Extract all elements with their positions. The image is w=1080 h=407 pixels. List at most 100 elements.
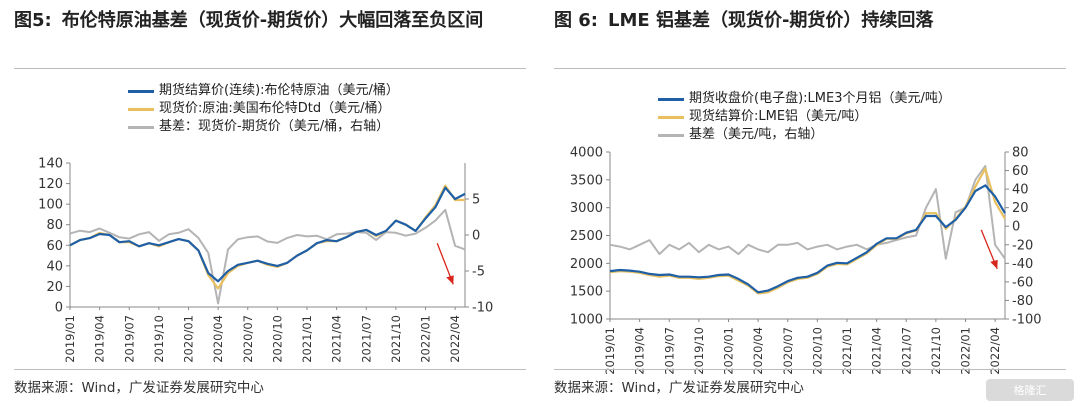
x-tick-label: 2019/07 [122, 315, 136, 363]
figure-title-text: LME 铝基差（现货价-期货价）持续回落 [608, 10, 934, 31]
y-right-tick-label: 60 [1012, 164, 1029, 179]
legend-label: 基差：现货价-期货价（美元/桶，右轴） [159, 119, 390, 134]
x-tick-label: 2022/04 [448, 315, 462, 363]
y-left-tick-label: 1500 [570, 285, 603, 300]
legend-swatch [658, 133, 684, 137]
y-right-tick-label: -60 [1012, 275, 1033, 290]
y-right-tick-label: 40 [1012, 183, 1029, 198]
y-left-tick-label: 100 [38, 198, 63, 213]
legend-label: 现货价:原油:美国布伦特Dtd（美元/桶） [159, 101, 391, 116]
y-right-tick-label: 0 [472, 229, 480, 244]
legend-swatch [128, 107, 154, 111]
x-tick-label: 2021/04 [330, 315, 344, 363]
source-divider [14, 369, 526, 370]
series-line-2 [69, 184, 465, 290]
title-divider [554, 68, 1066, 69]
y-right-tick-label: 5 [472, 193, 480, 208]
x-tick-label: 2022/01 [419, 315, 433, 363]
watermark-logo: 格隆汇 [986, 379, 1074, 401]
y-right-tick-label: -10 [472, 301, 493, 316]
chart-legend: 期货结算价(连续):布伦特原油（美元/桶） 现货价:原油:美国布伦特Dtd（美元/… [128, 82, 399, 136]
chart-panel-lme-aluminium: 图 6: LME 铝基差（现货价-期货价）持续回落 1000 1500 2000 250… [540, 0, 1080, 407]
x-tick-label: 2021/07 [899, 327, 913, 375]
x-tick-label: 2019/10 [692, 327, 706, 375]
x-tick-label: 2022/01 [959, 327, 973, 375]
annotation-arrow-head [446, 275, 454, 285]
x-tick-label: 2020/01 [182, 315, 196, 363]
chart-title: 图5: 布伦特原油基差（现货价-期货价）大幅回落至负区间 [14, 6, 524, 36]
chart-legend: 期货收盘价(电子盘):LME3个月铝（美元/吨） 现货结算价:LME铝（美元/吨）… [658, 90, 951, 144]
legend-swatch [128, 125, 154, 129]
x-tick-label: 2021/07 [359, 315, 373, 363]
x-tick-label: 2020/04 [751, 327, 765, 375]
x-tick-label: 2020/07 [781, 327, 795, 375]
y-left-tick-label: 120 [38, 177, 63, 192]
x-tick-label: 2021/01 [300, 315, 314, 363]
y-left-tick-label: 2000 [570, 257, 603, 272]
legend-item: 期货收盘价(电子盘):LME3个月铝（美元/吨） [658, 90, 951, 108]
source-divider [554, 369, 1066, 370]
chart-panel-brent: 图5: 布伦特原油基差（现货价-期货价）大幅回落至负区间 0 20 40 60 80 100… [14, 6, 526, 396]
x-tick-label: 2020/10 [270, 315, 284, 363]
legend-item: 基差（美元/吨，右轴） [658, 126, 951, 144]
source-note: 数据来源：Wind，广发证券发展研究中心 [554, 380, 804, 396]
legend-swatch [658, 97, 684, 101]
y-right-tick-label: -80 [1012, 294, 1033, 309]
x-tick-label: 2019/07 [662, 327, 676, 375]
y-right-tick-label: 80 [1012, 146, 1029, 161]
chart-title: 图 6: LME 铝基差（现货价-期货价）持续回落 [554, 6, 1064, 36]
legend-item: 期货结算价(连续):布伦特原油（美元/桶） [128, 82, 399, 100]
y-left-tick-label: 140 [38, 157, 63, 172]
x-tick-label: 2022/04 [988, 327, 1002, 375]
x-tick-label: 2020/10 [810, 327, 824, 375]
y-right-tick-label: 0 [1012, 220, 1020, 235]
series-line-3 [69, 208, 466, 305]
legend-item: 现货价:原油:美国布伦特Dtd（美元/桶） [128, 100, 399, 118]
y-left-tick-label: 20 [46, 280, 63, 295]
series-line-1 [69, 186, 466, 283]
y-left-tick-label: 0 [55, 301, 63, 316]
y-right-tick-label: -5 [472, 265, 485, 280]
chart-canvas: 1000 1500 2000 2500 3000 3500 4000 -100 -80 -60 -4… [570, 146, 1042, 375]
legend-label: 期货结算价(连续):布伦特原油（美元/桶） [159, 83, 399, 98]
legend-item: 现货结算价:LME铝（美元/吨） [658, 108, 951, 126]
legend-item: 基差：现货价-期货价（美元/桶，右轴） [128, 118, 399, 136]
series-line-3 [609, 164, 1006, 260]
legend-label: 期货收盘价(电子盘):LME3个月铝（美元/吨） [689, 91, 951, 106]
x-tick-label: 2021/10 [389, 315, 403, 363]
x-tick-label: 2019/01 [603, 327, 617, 375]
x-tick-label: 2019/04 [93, 315, 107, 363]
y-left-tick-label: 2500 [570, 229, 603, 244]
legend-swatch [658, 115, 684, 119]
x-tick-label: 2021/01 [840, 327, 854, 375]
x-tick-label: 2020/07 [241, 315, 255, 363]
x-tick-label: 2019/04 [633, 327, 647, 375]
chart-canvas: 0 20 40 60 80 100 120 140 -10 -5 0 5 2019/01 2019/04 2… [38, 157, 493, 363]
x-tick-label: 2021/04 [870, 327, 884, 375]
source-note: 数据来源：Wind，广发证券发展研究中心 [14, 380, 264, 396]
y-left-tick-label: 1000 [570, 313, 603, 328]
legend-label: 基差（美元/吨，右轴） [689, 127, 824, 142]
y-right-tick-label: -100 [1012, 313, 1042, 328]
figure-number: 图5: [14, 10, 52, 31]
x-tick-label: 2019/10 [152, 315, 166, 363]
figure-number: 图 6: [554, 10, 598, 31]
y-left-tick-label: 40 [46, 259, 63, 274]
y-left-tick-label: 3500 [570, 173, 603, 188]
series-line-1 [609, 184, 1006, 294]
y-left-tick-label: 80 [46, 218, 63, 233]
y-right-tick-label: -20 [1012, 238, 1033, 253]
title-divider [14, 68, 526, 69]
y-right-tick-label: 20 [1012, 201, 1029, 216]
y-left-tick-label: 4000 [570, 146, 603, 161]
legend-label: 现货结算价:LME铝（美元/吨） [689, 109, 868, 124]
x-tick-label: 2021/10 [929, 327, 943, 375]
x-tick-label: 2020/04 [211, 315, 225, 363]
x-tick-label: 2019/01 [63, 315, 77, 363]
legend-swatch [128, 89, 154, 93]
annotation-arrow-head [990, 259, 998, 269]
x-tick-label: 2020/01 [722, 327, 736, 375]
y-right-tick-label: -40 [1012, 257, 1033, 272]
figure-title-text: 布伦特原油基差（现货价-期货价）大幅回落至负区间 [61, 10, 484, 31]
y-left-tick-label: 3000 [570, 201, 603, 216]
